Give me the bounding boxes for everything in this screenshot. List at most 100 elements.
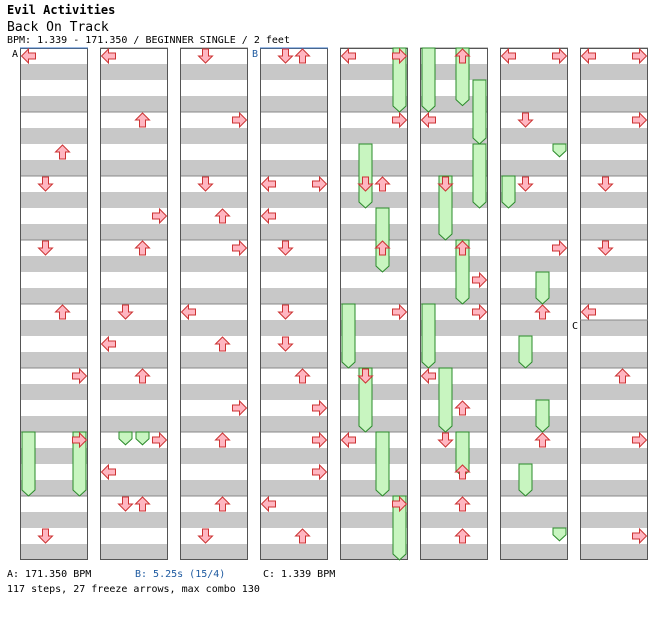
step-arrow-up (214, 496, 231, 512)
chart-column-border (180, 48, 248, 560)
beat-stripe (260, 256, 328, 272)
beat-stripe (100, 320, 168, 336)
arrow-shape (277, 48, 294, 64)
beat-stripe (260, 192, 328, 208)
arrow-shape (534, 432, 551, 448)
freeze-arrow (375, 431, 390, 497)
arrow-shape (392, 303, 408, 321)
arrow-shape (454, 464, 471, 480)
beat-stripe (100, 384, 168, 400)
beat-stripe (260, 352, 328, 368)
step-arrow-right (552, 47, 568, 65)
beat-stripe (580, 544, 648, 560)
step-arrow-right (632, 527, 648, 545)
arrow-shape (134, 368, 151, 384)
arrow-shape (260, 495, 276, 513)
beat-stripe (580, 256, 648, 272)
beat-stripe (500, 352, 568, 368)
arrow-shape (214, 336, 231, 352)
beat-stripe (500, 64, 568, 80)
arrow-shape (534, 304, 551, 320)
step-arrow-up (454, 48, 471, 64)
freeze-arrow (535, 399, 550, 433)
arrow-shape (232, 239, 248, 257)
beat-stripe (500, 192, 568, 208)
step-arrow-left (20, 47, 36, 65)
step-arrow-right (392, 111, 408, 129)
beat-stripe (580, 320, 648, 336)
arrow-shape (277, 336, 294, 352)
arrow-shape (454, 400, 471, 416)
beat-stripe (420, 352, 488, 368)
chart-column-border (420, 48, 488, 560)
beat-stripe (340, 256, 408, 272)
arrow-shape (420, 367, 436, 385)
beat-stripe (20, 192, 88, 208)
arrow-shape (134, 240, 151, 256)
freeze-arrow (421, 303, 436, 369)
step-arrow-up (294, 48, 311, 64)
step-arrow-left (580, 303, 596, 321)
beat-stripe (420, 224, 488, 240)
step-arrow-down (37, 240, 54, 256)
beat-stripe (580, 384, 648, 400)
arrow-shape (420, 111, 436, 129)
chart-column-border (500, 48, 568, 560)
beat-stripe (580, 128, 648, 144)
beat-stripe (100, 192, 168, 208)
arrow-shape (580, 47, 596, 65)
beat-stripe (500, 512, 568, 528)
arrow-shape (100, 463, 116, 481)
beat-stripe (340, 192, 408, 208)
step-arrow-down (277, 240, 294, 256)
beat-stripe (500, 448, 568, 464)
beat-stripe (340, 416, 408, 432)
beat-stripe (260, 64, 328, 80)
arrow-shape (260, 175, 276, 193)
arrow-shape (294, 48, 311, 64)
beat-stripe (20, 512, 88, 528)
step-arrow-left (100, 335, 116, 353)
marker-label: C (572, 321, 578, 332)
arrow-shape (214, 496, 231, 512)
beat-stripe (340, 512, 408, 528)
beat-stripe (260, 160, 328, 176)
beat-stripe (420, 416, 488, 432)
step-arrow-right (232, 239, 248, 257)
step-arrow-down (117, 304, 134, 320)
arrow-shape (100, 47, 116, 65)
freeze-arrow (72, 431, 87, 497)
beat-stripe (500, 320, 568, 336)
beat-stripe (420, 512, 488, 528)
beat-stripe (180, 480, 248, 496)
beat-stripe (20, 448, 88, 464)
beat-stripe (500, 128, 568, 144)
beat-stripe (20, 288, 88, 304)
beat-stripe (580, 448, 648, 464)
step-arrow-right (152, 431, 168, 449)
step-arrow-up (454, 464, 471, 480)
beat-stripe (420, 256, 488, 272)
beat-stripe (420, 192, 488, 208)
stop-b-label: B: 5.25s (15/4) (135, 569, 226, 580)
arrow-shape (277, 304, 294, 320)
arrow-shape (134, 496, 151, 512)
arrow-shape (392, 47, 408, 65)
beat-stripe (500, 256, 568, 272)
step-arrow-down (357, 176, 374, 192)
step-arrow-left (500, 47, 516, 65)
step-arrow-down (437, 176, 454, 192)
freeze-arrow (358, 143, 373, 209)
beat-stripe (260, 384, 328, 400)
arrow-shape (340, 47, 356, 65)
beat-stripe (260, 416, 328, 432)
beat-stripe (180, 224, 248, 240)
step-arrow-up (134, 368, 151, 384)
chart-column-border (340, 48, 408, 560)
step-arrow-up (454, 528, 471, 544)
freeze-arrow (358, 367, 373, 433)
beat-stripe (20, 416, 88, 432)
beat-stripe (100, 160, 168, 176)
arrow-shape (312, 431, 328, 449)
arrow-shape (357, 176, 374, 192)
